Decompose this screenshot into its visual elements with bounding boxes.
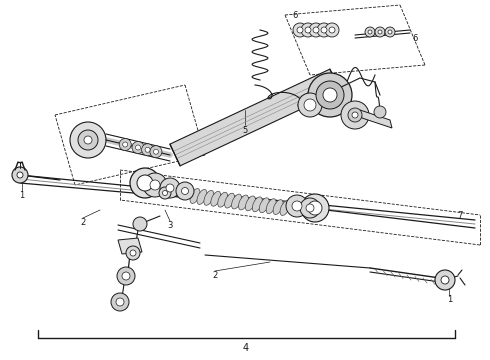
Circle shape	[163, 190, 168, 195]
Ellipse shape	[266, 199, 276, 213]
Ellipse shape	[273, 200, 283, 215]
Circle shape	[17, 172, 23, 178]
Circle shape	[321, 27, 327, 33]
Circle shape	[365, 27, 375, 37]
Circle shape	[117, 267, 135, 285]
Text: 7: 7	[457, 211, 463, 220]
Circle shape	[301, 194, 329, 222]
Circle shape	[133, 217, 147, 231]
Circle shape	[119, 139, 131, 150]
Circle shape	[308, 201, 322, 215]
Polygon shape	[118, 238, 142, 254]
Circle shape	[316, 81, 344, 109]
Circle shape	[137, 175, 153, 191]
Circle shape	[160, 178, 180, 198]
Ellipse shape	[218, 192, 228, 207]
Circle shape	[150, 180, 160, 190]
Circle shape	[70, 122, 106, 158]
Circle shape	[325, 23, 339, 37]
Circle shape	[286, 195, 308, 217]
Polygon shape	[360, 110, 392, 128]
Circle shape	[292, 201, 302, 211]
Circle shape	[388, 30, 392, 34]
Circle shape	[78, 130, 98, 150]
Text: 3: 3	[167, 220, 172, 230]
Ellipse shape	[232, 194, 242, 209]
Circle shape	[293, 23, 307, 37]
Circle shape	[132, 141, 144, 153]
Circle shape	[301, 23, 315, 37]
Ellipse shape	[211, 191, 220, 206]
Circle shape	[309, 23, 323, 37]
Text: 6: 6	[293, 10, 298, 19]
Circle shape	[116, 298, 124, 306]
Circle shape	[126, 246, 140, 260]
Circle shape	[159, 187, 171, 199]
Circle shape	[304, 99, 316, 111]
Circle shape	[297, 27, 303, 33]
Ellipse shape	[252, 197, 262, 212]
Ellipse shape	[280, 201, 290, 215]
Circle shape	[142, 144, 153, 156]
Circle shape	[385, 27, 395, 37]
Circle shape	[305, 27, 311, 33]
Circle shape	[306, 204, 314, 212]
Circle shape	[341, 101, 369, 129]
Circle shape	[143, 173, 167, 197]
Ellipse shape	[259, 198, 269, 213]
Circle shape	[352, 112, 358, 118]
Circle shape	[323, 88, 337, 102]
Ellipse shape	[190, 189, 200, 203]
Circle shape	[181, 188, 189, 194]
Circle shape	[313, 27, 319, 33]
Text: 5: 5	[243, 126, 247, 135]
Ellipse shape	[224, 193, 235, 208]
Circle shape	[374, 106, 386, 118]
Ellipse shape	[197, 189, 207, 204]
Circle shape	[12, 167, 28, 183]
Ellipse shape	[239, 195, 248, 210]
Circle shape	[441, 276, 449, 284]
Text: 4: 4	[243, 343, 249, 353]
Circle shape	[122, 142, 128, 147]
Polygon shape	[170, 69, 340, 166]
Circle shape	[368, 30, 372, 34]
Circle shape	[130, 250, 136, 256]
Ellipse shape	[245, 196, 255, 211]
Text: 2: 2	[80, 217, 86, 226]
Circle shape	[308, 73, 352, 117]
Circle shape	[136, 145, 141, 150]
Circle shape	[348, 108, 362, 122]
Circle shape	[111, 293, 129, 311]
Circle shape	[298, 93, 322, 117]
Circle shape	[300, 198, 320, 218]
Circle shape	[176, 182, 194, 200]
Ellipse shape	[204, 190, 214, 205]
Circle shape	[317, 23, 331, 37]
Circle shape	[153, 149, 158, 154]
Circle shape	[122, 272, 130, 280]
Circle shape	[378, 30, 382, 34]
Text: 1: 1	[447, 296, 453, 305]
Circle shape	[166, 184, 174, 192]
Circle shape	[145, 147, 150, 152]
Circle shape	[84, 136, 92, 144]
Text: 6: 6	[412, 33, 417, 42]
Circle shape	[375, 27, 385, 37]
Circle shape	[435, 270, 455, 290]
Text: 2: 2	[212, 270, 218, 279]
Circle shape	[329, 27, 335, 33]
Circle shape	[150, 146, 162, 158]
Text: 1: 1	[20, 190, 25, 199]
Circle shape	[130, 168, 160, 198]
